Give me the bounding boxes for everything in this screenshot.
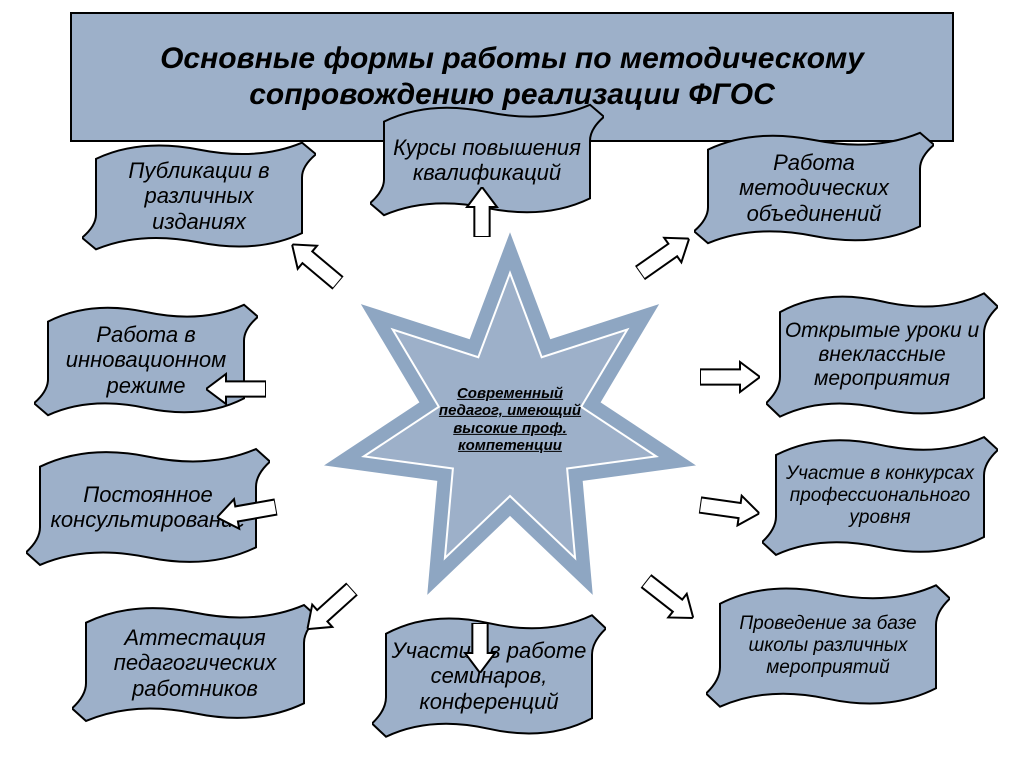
ribbon-open-lessons: Открытые уроки и внеклассные мероприятия [766,288,998,422]
arrow-a-up [465,187,504,237]
arrow-a-down [458,623,497,673]
ribbon-attestation: Аттестация педагогических работников [72,600,318,726]
arrow-a-right-dn [697,488,762,535]
ribbon-publications: Публикации в различных изданиях [82,138,316,254]
ribbon-label: Работа методических объединений [712,150,916,226]
ribbon-method-unions: Работа методических объединений [694,128,934,248]
arrow-a-right [700,360,760,399]
arrow-a-left [206,367,266,406]
ribbon-label: Курсы повышения квалификаций [388,135,586,186]
ribbon-label: Участие в конкурсах профессионального ур… [780,463,980,529]
ribbon-label: Проведение за базе школы различных мероп… [724,613,932,679]
ribbon-label: Публикации в различных изданиях [100,158,298,234]
ribbon-school-events: Проведение за базе школы различных мероп… [706,580,950,712]
ribbon-label: Аттестация педагогических работников [90,625,300,701]
center-star-text: Современный педагог, имеющий высокие про… [430,385,590,454]
ribbon-competitions: Участие в конкурсах профессионального ур… [762,432,998,560]
ribbon-label: Открытые уроки и внеклассные мероприятия [784,319,980,391]
